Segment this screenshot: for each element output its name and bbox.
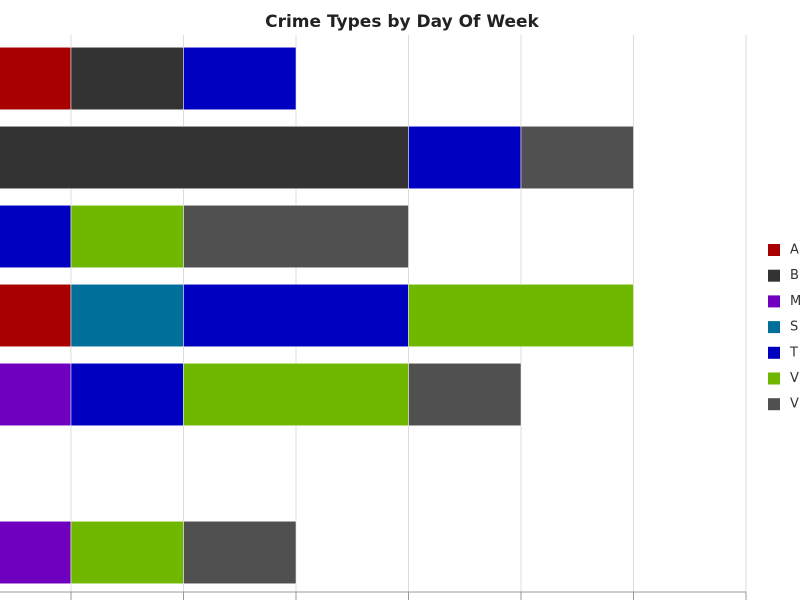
bar-segment — [0, 521, 72, 584]
legend-swatch — [768, 372, 780, 385]
bar-segment — [0, 47, 72, 110]
bar-segment — [0, 205, 72, 268]
bar-segment — [70, 363, 184, 426]
legend-label: S — [790, 320, 798, 335]
bar-segment — [70, 47, 184, 110]
legend-label: V — [790, 371, 799, 386]
bar-segment — [408, 363, 522, 426]
bar-segment — [0, 126, 409, 189]
legend-swatch — [768, 244, 780, 256]
legend-swatch — [768, 321, 780, 334]
bar-segment — [183, 363, 409, 426]
bar-segment — [0, 284, 72, 347]
chart-title: Crime Types by Day Of Week — [265, 12, 539, 32]
bar-segment — [183, 521, 297, 584]
legend-swatch — [768, 295, 780, 308]
bar-segment — [0, 363, 72, 426]
legend-label: A — [790, 243, 799, 258]
legend-label: V — [790, 397, 799, 412]
bar-segment — [520, 126, 634, 189]
bar-segment — [70, 521, 184, 584]
bar-segment — [183, 284, 409, 347]
legend-label: T — [789, 345, 798, 360]
bar-segment — [408, 126, 522, 189]
legend-label: B — [790, 268, 799, 283]
bar-segment — [70, 205, 184, 268]
bar-segment — [70, 284, 184, 347]
bar-segment — [408, 284, 634, 347]
legend-swatch — [768, 398, 780, 411]
bar-segment — [183, 47, 297, 110]
legend-swatch — [768, 346, 780, 359]
legend-swatch — [768, 269, 780, 282]
legend-label: M — [790, 294, 800, 309]
bar-segment — [183, 205, 409, 268]
